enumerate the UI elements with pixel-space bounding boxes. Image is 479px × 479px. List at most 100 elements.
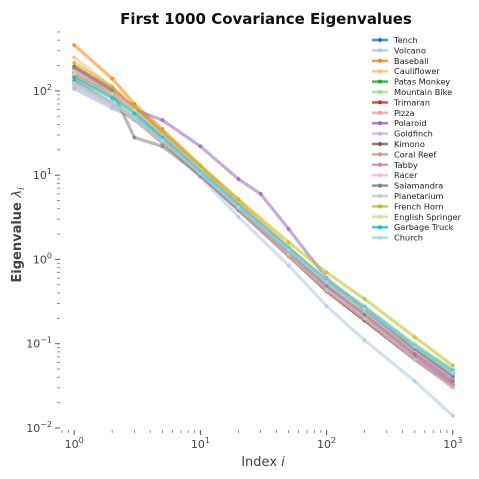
legend-label: Goldfinch xyxy=(394,129,433,139)
data-point xyxy=(412,357,417,362)
data-point xyxy=(198,163,203,168)
data-point xyxy=(132,115,137,120)
data-point xyxy=(110,102,115,106)
legend-marker xyxy=(378,214,382,219)
data-point xyxy=(72,76,77,81)
data-point xyxy=(286,263,291,268)
legend-marker xyxy=(378,100,382,105)
data-point xyxy=(286,240,291,245)
y-tick-label: 102 xyxy=(33,83,52,98)
legend-marker xyxy=(378,90,382,94)
data-point xyxy=(160,138,165,143)
data-point xyxy=(362,296,367,301)
legend-label: Cauliflower xyxy=(394,66,440,76)
data-point xyxy=(198,171,203,176)
legend-label: Tabby xyxy=(393,160,418,170)
data-point xyxy=(236,214,241,219)
data-point xyxy=(110,92,115,96)
legend-label: Trimaran xyxy=(393,97,430,107)
legend-marker xyxy=(378,142,382,146)
legend-label: English Springer xyxy=(394,212,462,222)
data-point xyxy=(110,84,115,89)
data-point xyxy=(236,197,241,202)
data-point xyxy=(286,252,291,257)
legend-label: Tench xyxy=(393,35,418,45)
data-point xyxy=(236,177,241,181)
legend-marker xyxy=(378,121,382,126)
legend-marker xyxy=(378,69,382,74)
data-point xyxy=(160,144,165,149)
data-point xyxy=(110,96,115,101)
legend-label: Pizza xyxy=(394,108,415,118)
data-point xyxy=(72,71,77,76)
data-point xyxy=(286,247,291,252)
legend-label: Church xyxy=(394,233,423,243)
legend-marker xyxy=(378,194,382,198)
x-tick-label: 101 xyxy=(191,436,210,451)
data-point xyxy=(412,379,417,384)
legend-label: Salamandra xyxy=(394,181,443,191)
data-point xyxy=(258,191,263,196)
data-point xyxy=(72,82,77,87)
legend-label: Mountain Bike xyxy=(394,87,452,97)
data-point xyxy=(236,204,241,209)
legend-marker xyxy=(378,235,382,240)
data-point xyxy=(286,227,291,231)
data-point xyxy=(450,413,455,418)
data-point xyxy=(110,76,115,81)
legend-marker xyxy=(378,38,382,42)
data-point xyxy=(72,43,77,48)
y-tick-label: 100 xyxy=(33,251,52,266)
series-line-french-horn xyxy=(72,61,455,368)
x-tick-label: 102 xyxy=(317,436,336,451)
legend-marker xyxy=(378,173,382,178)
data-point xyxy=(324,270,329,275)
x-axis-label: Index i xyxy=(241,455,285,470)
data-point xyxy=(160,129,165,134)
legend-label: Coral Reef xyxy=(394,149,437,159)
y-tick-label: 10−2 xyxy=(26,420,52,435)
legend-label: Polaroid xyxy=(394,118,427,128)
chart-title: First 1000 Covariance Eigenvalues xyxy=(120,10,412,28)
y-tick-label: 10−1 xyxy=(26,336,52,351)
data-point xyxy=(198,144,203,149)
legend-marker xyxy=(378,79,382,84)
legend-label: Patas Monkey xyxy=(394,77,450,87)
legend-label: Kimono xyxy=(394,139,425,149)
legend-marker xyxy=(378,162,382,167)
data-point xyxy=(412,352,417,357)
data-point xyxy=(132,104,137,109)
data-point xyxy=(72,55,77,60)
data-point xyxy=(412,335,417,340)
legend-label: Volcano xyxy=(394,45,426,55)
legend-marker xyxy=(378,48,382,53)
legend-marker xyxy=(378,131,382,136)
data-point xyxy=(132,111,137,116)
x-tick-label: 100 xyxy=(65,436,84,451)
data-point xyxy=(362,306,367,311)
legend-label: Baseball xyxy=(394,56,429,66)
x-tick-label: 103 xyxy=(443,436,462,451)
data-point xyxy=(362,338,367,343)
data-point xyxy=(324,280,329,284)
legend-label: Planetarium xyxy=(394,191,444,201)
y-tick-label: 101 xyxy=(33,167,52,182)
data-point xyxy=(362,316,367,321)
data-point xyxy=(324,287,329,292)
axes-layer: 100 101 102 103 10−2 10−1 100 101 102 xyxy=(26,31,462,451)
data-point xyxy=(160,118,165,123)
legend-marker xyxy=(378,183,382,188)
legend-label: French Horn xyxy=(394,201,443,211)
data-point xyxy=(324,304,329,308)
series-layer xyxy=(72,43,455,418)
data-point xyxy=(450,385,455,390)
legend-label: Garbage Truck xyxy=(394,222,454,232)
legend-marker xyxy=(378,110,382,115)
data-point xyxy=(72,65,77,70)
data-point xyxy=(450,379,455,384)
y-axis-label: Eigenvalue λi xyxy=(10,187,27,283)
legend-marker xyxy=(378,225,382,230)
legend-marker xyxy=(378,58,382,63)
